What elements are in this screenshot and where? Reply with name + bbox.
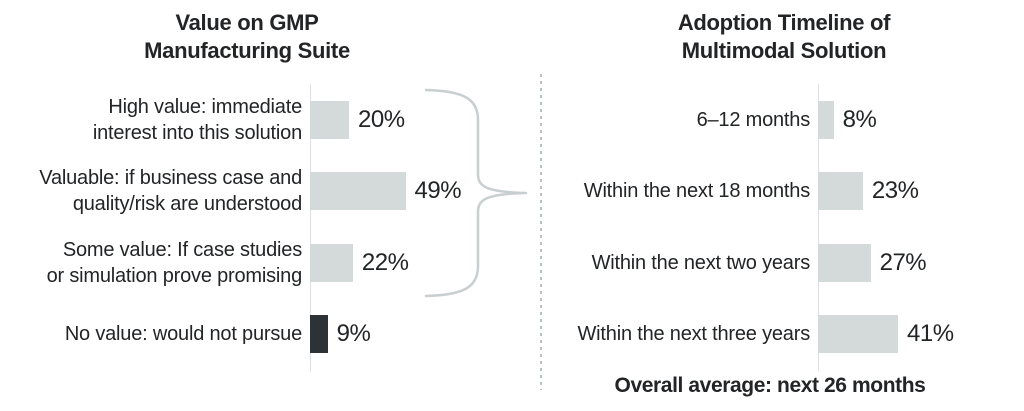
- bar-row: No value: would not pursue 9%: [0, 299, 461, 371]
- bar-value: 27%: [879, 248, 927, 276]
- bar: [818, 100, 834, 139]
- bar-label: Valuable: if business case and quality/r…: [39, 167, 302, 216]
- bar: [310, 315, 328, 354]
- bar: [310, 100, 349, 139]
- left-chart-title-line1: Value on GMP: [175, 10, 319, 35]
- left-chart-rows: High value: immediate interest into this…: [0, 84, 462, 371]
- bar-value: 20%: [358, 105, 405, 133]
- bar-row: High value: immediate interest into this…: [0, 84, 461, 156]
- bar-row: Within the next three years 41%: [545, 299, 954, 371]
- bar-value: 8%: [842, 105, 877, 133]
- overall-average-note: Overall average: next 26 months: [614, 374, 926, 397]
- bar-label: Some value: If case studies or simulatio…: [46, 238, 303, 287]
- right-chart-rows: 6–12 months 8% Within the next 18 months…: [545, 84, 954, 370]
- right-chart-title-line1: Adoption Timeline of: [677, 10, 891, 35]
- bar-label: 6–12 months: [696, 108, 811, 131]
- right-chart-axis: [818, 84, 819, 371]
- bar-row: Some value: If case studies or simulatio…: [0, 227, 461, 299]
- bar-label: Within the next two years: [591, 251, 811, 274]
- bar-label: High value: immediate interest into this…: [92, 95, 302, 144]
- left-chart-title-line2: Manufacturing Suite: [144, 38, 350, 63]
- curly-brace-icon: [424, 88, 528, 298]
- bar: [818, 243, 871, 282]
- bar-row: Within the next two years 27%: [545, 227, 954, 299]
- left-chart-axis: [310, 84, 311, 372]
- bar-label: No value: would not pursue: [64, 323, 302, 346]
- bar-row: Valuable: if business case and quality/r…: [0, 156, 461, 228]
- bar: [818, 315, 898, 354]
- bar-row: 6–12 months 8%: [545, 84, 954, 156]
- dashed-divider: [540, 74, 542, 390]
- bar-row: Within the next 18 months 23%: [545, 156, 954, 228]
- bar-value: 9%: [336, 320, 371, 348]
- right-chart-title: Adoption Timeline of Multimodal Solution: [584, 9, 984, 65]
- bar: [818, 172, 863, 211]
- bar-value: 49%: [414, 177, 462, 205]
- bar-label: Within the next 18 months: [583, 180, 810, 203]
- left-chart-title: Value on GMP Manufacturing Suite: [47, 9, 447, 65]
- bar: [310, 172, 406, 211]
- curly-brace-path: [424, 88, 528, 298]
- bar-label: Within the next three years: [577, 323, 811, 346]
- right-chart-title-line2: Multimodal Solution: [681, 38, 887, 63]
- bar: [310, 243, 353, 282]
- bar-value: 22%: [361, 248, 409, 276]
- bar-value: 41%: [907, 320, 954, 348]
- bar-value: 23%: [871, 177, 919, 205]
